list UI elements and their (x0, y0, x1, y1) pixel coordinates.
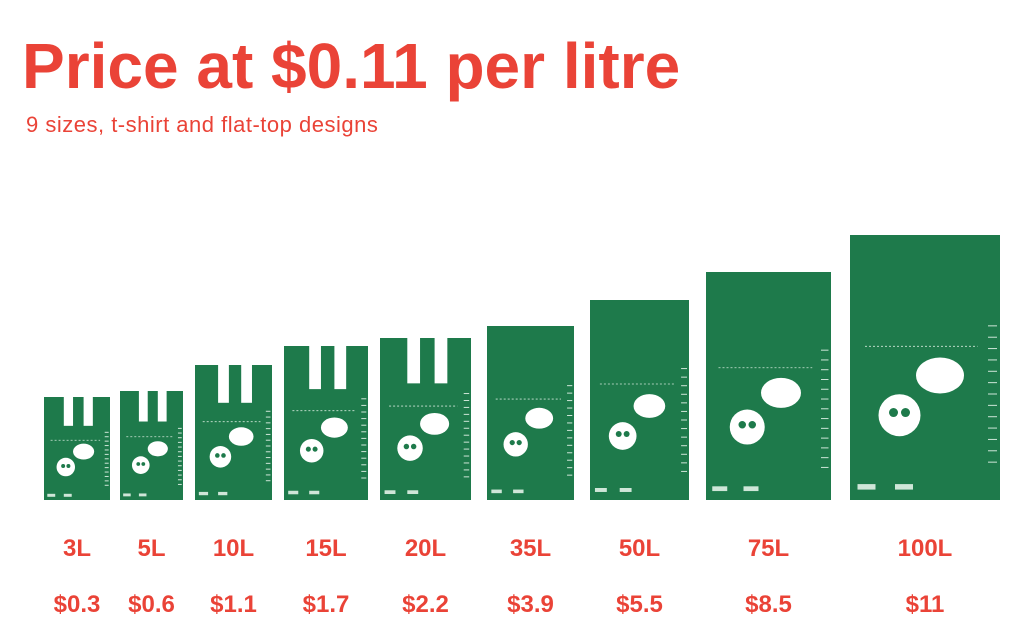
footer-logo (857, 484, 876, 490)
price-label: $8.5 (745, 591, 792, 618)
footer-logo (47, 493, 56, 497)
mascot-head (209, 446, 232, 468)
handle-cutout (434, 338, 448, 384)
handle-cutout (83, 397, 93, 426)
handle-cutout (63, 397, 74, 426)
footer-logo (288, 490, 299, 495)
speech-bubble (228, 427, 254, 446)
bag (380, 338, 471, 500)
mascot-eye (748, 421, 756, 429)
mascot-head (397, 435, 423, 461)
footer-logo (712, 486, 728, 492)
footer-logo (63, 493, 72, 497)
bag (44, 397, 110, 500)
footer-logo (123, 493, 131, 497)
mascot-eye (312, 446, 318, 452)
bag (284, 346, 368, 500)
mascot-eye (305, 446, 311, 452)
mascot-eye (141, 462, 146, 466)
handle-cutout (157, 391, 167, 422)
price-label: $3.9 (507, 591, 554, 618)
bag (850, 235, 1000, 500)
mascot-eye (215, 453, 220, 458)
handle-cutout (407, 338, 421, 384)
speech-bubble (633, 394, 666, 418)
footer-logo (198, 491, 209, 496)
handle-cutout (241, 365, 252, 403)
bag (487, 326, 574, 500)
mascot-eye (738, 421, 746, 429)
size-label: 20L (405, 535, 446, 562)
size-label: 5L (137, 535, 165, 562)
handle-cutout (309, 346, 321, 390)
footer-logo (384, 490, 396, 495)
mascot-head (299, 438, 324, 463)
footer-logo (513, 489, 524, 494)
footer-logo (619, 488, 632, 492)
footer-logo (218, 491, 228, 496)
mascot-eye (516, 439, 522, 446)
mascot-head (503, 432, 528, 457)
size-label: 10L (213, 535, 254, 562)
price-label: $5.5 (616, 591, 663, 618)
bags (44, 235, 1000, 500)
speech-bubble (420, 412, 450, 435)
mascot-eye (509, 439, 515, 446)
bag (706, 272, 831, 500)
size-label: 50L (619, 535, 660, 562)
mascot-eye (889, 408, 898, 418)
footer-logo (594, 488, 607, 492)
mascot-eye (136, 462, 141, 466)
handle-cutout (138, 391, 148, 422)
size-label: 75L (748, 535, 789, 562)
mascot-eye (221, 453, 226, 458)
subtitle: 9 sizes, t-shirt and flat-top designs (26, 112, 378, 137)
handle-cutout (334, 346, 347, 390)
mascot-head (729, 409, 765, 445)
speech-bubble (916, 357, 964, 394)
footer-logo (491, 489, 502, 494)
price-label: $2.2 (402, 591, 449, 618)
price-label: $11 (906, 591, 945, 618)
footer-logo (407, 490, 419, 495)
handle-cutout (218, 365, 229, 403)
footer-logo (895, 484, 913, 490)
mascot-head (56, 457, 76, 477)
bag (590, 300, 689, 500)
size-label: 15L (305, 535, 346, 562)
mascot-eye (66, 464, 71, 468)
mascot-eye (901, 408, 910, 418)
price-label: $0.3 (54, 591, 101, 618)
mascot-eye (623, 431, 630, 437)
footer-logo (138, 493, 147, 497)
mascot-head (878, 394, 921, 437)
bag (195, 365, 272, 500)
size-label: 35L (510, 535, 551, 562)
speech-bubble (147, 441, 168, 457)
price-label: $1.1 (210, 591, 257, 618)
speech-bubble (525, 407, 554, 429)
size-label: 3L (63, 535, 91, 562)
mascot-eye (615, 431, 622, 437)
footer-logo (743, 486, 759, 492)
bag (120, 391, 183, 500)
footer-logo (309, 490, 320, 495)
price-label: $1.7 (303, 591, 350, 618)
size-label: 100L (898, 535, 953, 562)
mascot-eye (403, 443, 410, 450)
mascot-head (131, 456, 150, 474)
speech-bubble (73, 443, 95, 460)
mascot-eye (61, 464, 66, 468)
title: Price at $0.11 per litre (22, 30, 680, 102)
speech-bubble (320, 417, 348, 438)
speech-bubble (761, 377, 801, 408)
mascot-head (608, 422, 637, 450)
price-label: $0.6 (128, 591, 175, 618)
mascot-eye (410, 443, 417, 450)
